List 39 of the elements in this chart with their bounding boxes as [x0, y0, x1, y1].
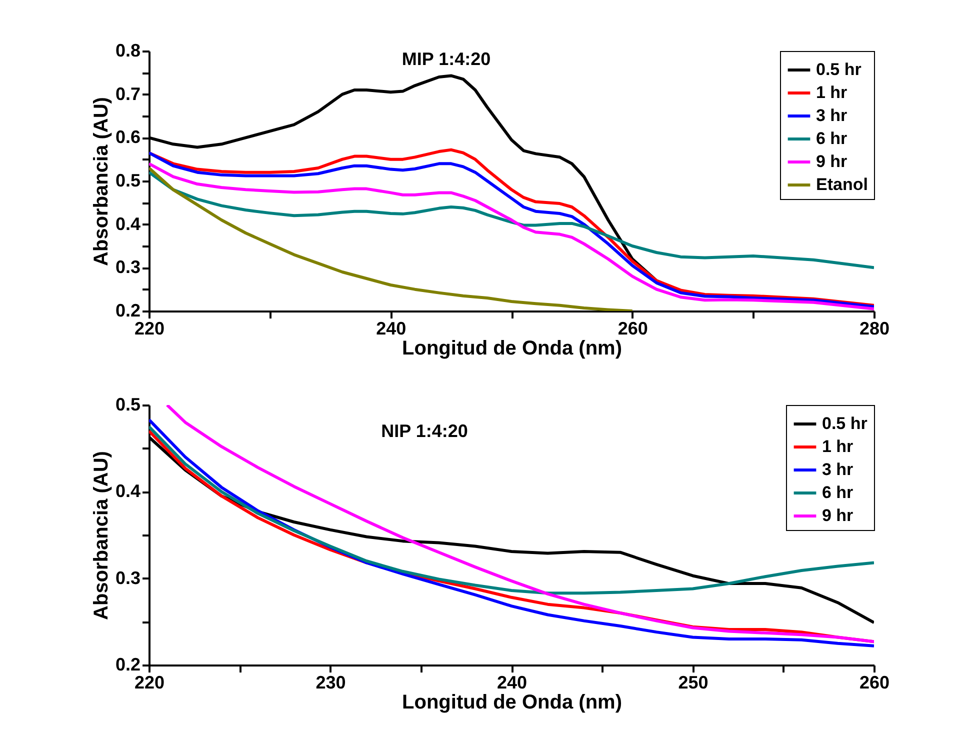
y-tick-label: 0.4 [115, 481, 140, 502]
legend-label: 0.5 hr [816, 60, 862, 79]
legend-label: 6 hr [816, 129, 848, 148]
y-tick-label: 0.3 [115, 257, 140, 278]
x-tick-label: 240 [376, 318, 406, 338]
legend-label: 0.5 hr [822, 414, 868, 433]
x-axis-title: Longitud de Onda (nm) [402, 692, 622, 714]
y-tick-label: 0.5 [115, 170, 140, 190]
legend-label: 3 hr [816, 106, 848, 125]
legend-label: 9 hr [822, 506, 854, 525]
line-series [149, 170, 874, 270]
y-tick-label: 0.8 [115, 40, 140, 60]
line-series [149, 166, 634, 311]
y-tick-label: 0.6 [115, 127, 140, 148]
y-tick-label: 0.2 [115, 654, 140, 674]
legend-label: 6 hr [822, 483, 854, 502]
y-tick-label: 0.3 [115, 568, 140, 588]
chart-title: MIP 1:4:20 [402, 49, 491, 69]
y-tick-label: 0.4 [115, 214, 140, 234]
y-tick-label: 0.7 [115, 84, 140, 104]
y-tick-label: 0.2 [115, 300, 140, 320]
x-tick-label: 240 [496, 672, 528, 692]
legend-label: 1 hr [816, 83, 848, 102]
y-axis-title: Absorbancia (AU) [90, 451, 112, 620]
text: NIP 1:4:20 [381, 421, 468, 441]
legend-label: Etanol [816, 175, 868, 194]
x-tick-label: 250 [678, 672, 708, 692]
legend-label: 9 hr [816, 152, 848, 171]
legend-label: 1 hr [822, 437, 854, 456]
x-tick-label: 230 [316, 672, 346, 692]
x-tick-label: 260 [618, 318, 648, 338]
x-tick-label: 220 [134, 318, 165, 338]
y-tick-label: 0.5 [115, 394, 140, 414]
x-tick-label: 280 [859, 318, 890, 338]
legend-label: 3 hr [822, 460, 854, 479]
x-tick-label: 220 [134, 672, 165, 692]
y-axis-title: Absorbancia (AU) [90, 97, 112, 266]
x-axis-title: Longitud de Onda (nm) [402, 338, 622, 360]
x-tick-label: 260 [859, 672, 890, 692]
